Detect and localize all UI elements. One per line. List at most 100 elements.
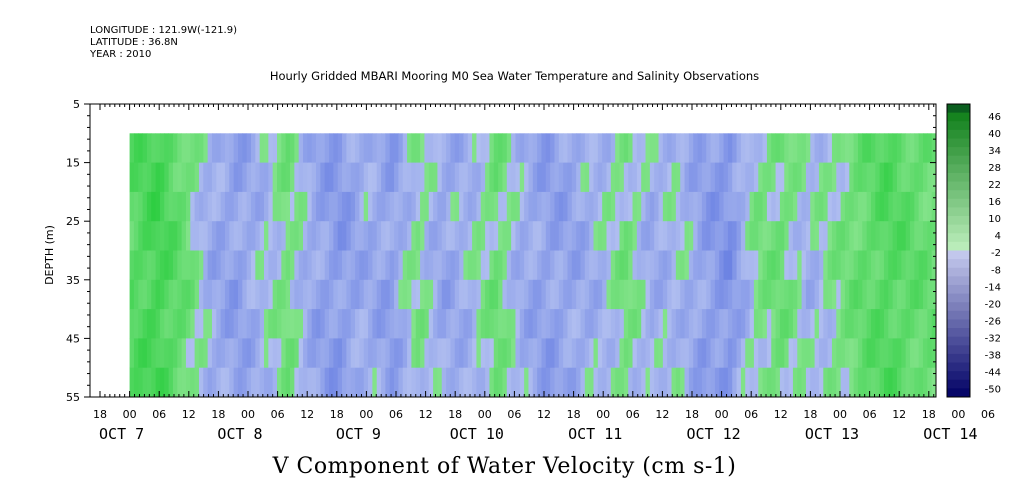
heatmap-cell (233, 309, 239, 339)
heatmap-cell (658, 221, 664, 251)
heatmap-cell (181, 279, 187, 310)
heatmap-cell (385, 191, 391, 222)
heatmap-cell (654, 367, 659, 398)
heatmap-cell (706, 338, 711, 369)
heatmap-cell (198, 191, 204, 222)
heatmap-cell (532, 133, 538, 163)
colorbar-label: 10 (988, 214, 1001, 225)
heatmap-cell (792, 162, 798, 193)
heatmap-cell (489, 162, 495, 193)
heatmap-cell (277, 309, 282, 339)
heatmap-cell (784, 162, 789, 193)
heatmap-cell (554, 221, 560, 251)
heatmap-cell (381, 367, 386, 398)
heatmap-cell (732, 338, 737, 369)
heatmap-cell (606, 250, 612, 281)
heatmap-cell (303, 250, 308, 281)
x-hour-label: 00 (951, 408, 965, 421)
heatmap-cell (363, 338, 369, 369)
heatmap-cell (905, 338, 911, 369)
heatmap-cell (472, 338, 477, 369)
heatmap-cell (723, 338, 729, 369)
heatmap-cell (857, 221, 863, 251)
heatmap-cell (515, 191, 521, 222)
x-hour-label: 18 (685, 408, 699, 421)
heatmap-cell (814, 309, 820, 339)
heatmap-cell (771, 133, 776, 163)
heatmap-cell (155, 367, 161, 398)
heatmap-cell (853, 279, 859, 310)
heatmap-cell (532, 367, 538, 398)
heatmap-cell (844, 367, 850, 398)
heatmap-cell (706, 367, 711, 398)
heatmap-cell (710, 162, 716, 193)
heatmap-cell (211, 338, 217, 369)
heatmap-cell (194, 279, 200, 310)
heatmap-cell (450, 162, 456, 193)
heatmap-cell (888, 279, 894, 310)
heatmap-cell (177, 338, 183, 369)
heatmap-cell (303, 338, 308, 369)
heatmap-cell (159, 338, 165, 369)
heatmap-cell (649, 133, 655, 163)
heatmap-cell (190, 338, 196, 369)
heatmap-cell (368, 309, 373, 339)
heatmap-cell (324, 133, 330, 163)
heatmap-cell (428, 191, 434, 222)
heatmap-cell (879, 221, 885, 251)
heatmap-cell (632, 367, 638, 398)
heatmap-cell (697, 162, 703, 193)
heatmap-cell (311, 162, 317, 193)
heatmap-cell (207, 250, 213, 281)
heatmap-cell (355, 191, 360, 222)
heatmap-cell (628, 338, 633, 369)
heatmap-cell (350, 338, 356, 369)
heatmap-cell (836, 250, 842, 281)
heatmap-cell (805, 250, 811, 281)
heatmap-cell (810, 279, 816, 310)
heatmap-cell (277, 250, 282, 281)
heatmap-cell (316, 162, 321, 193)
heatmap-cell (229, 191, 235, 222)
heatmap-cell (792, 279, 798, 310)
heatmap-cell (177, 367, 183, 398)
heatmap-cell (706, 250, 711, 281)
heatmap-cell (281, 250, 287, 281)
heatmap-cell (511, 309, 516, 339)
heatmap-cell (181, 221, 187, 251)
heatmap-cell (870, 162, 876, 193)
heatmap-cell (922, 191, 928, 222)
heatmap-cell (697, 309, 703, 339)
heatmap-cell (502, 367, 508, 398)
heatmap-cell (537, 309, 542, 339)
heatmap-cell (476, 191, 482, 222)
heatmap-cell (185, 162, 191, 193)
heatmap-cell (545, 221, 551, 251)
heatmap-cell (459, 309, 464, 339)
heatmap-cell (567, 221, 573, 251)
heatmap-cell (727, 250, 733, 281)
heatmap-cell (476, 367, 482, 398)
heatmap-cell (320, 279, 326, 310)
heatmap-cell (159, 133, 165, 163)
heatmap-cell (632, 191, 638, 222)
heatmap-cell (372, 309, 378, 339)
heatmap-cell (649, 221, 655, 251)
y-tick-label: 55 (66, 391, 80, 404)
heatmap-cell (602, 367, 607, 398)
heatmap-cell (480, 250, 486, 281)
heatmap-cell (489, 133, 495, 163)
heatmap-cell (498, 250, 503, 281)
heatmap-cell (576, 221, 581, 251)
heatmap-cell (597, 279, 603, 310)
heatmap-cell (402, 191, 408, 222)
heatmap-cell (220, 309, 226, 339)
heatmap-cell (272, 221, 278, 251)
heatmap-cell (294, 133, 300, 163)
heatmap-cell (745, 367, 750, 398)
heatmap-cell (766, 367, 772, 398)
heatmap-cell (407, 367, 412, 398)
heatmap-cell (498, 309, 503, 339)
heatmap-cell (576, 191, 581, 222)
heatmap-cell (441, 338, 447, 369)
